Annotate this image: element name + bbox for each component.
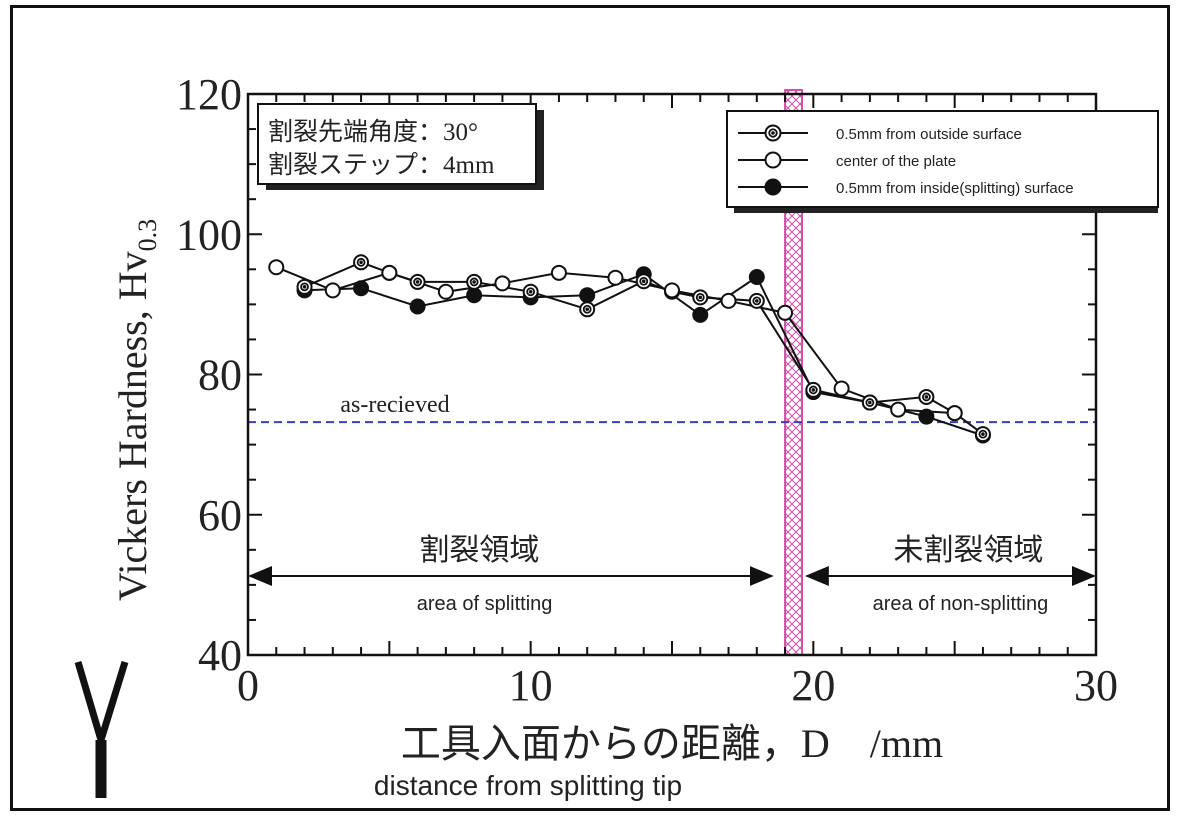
data-point: [748, 292, 765, 309]
condition-box: 割裂先端角度：30° 割裂ステップ：4mm: [257, 103, 544, 190]
data-point: [692, 306, 709, 323]
as-received-label: as-recieved: [340, 392, 449, 418]
data-point: [494, 275, 511, 292]
data-point: [805, 381, 822, 398]
data-point: [353, 280, 370, 297]
svg-text:center of the plate: center of the plate: [836, 153, 956, 170]
data-point: [522, 283, 539, 300]
data-point: [409, 273, 426, 290]
x-tick-label: 20: [791, 661, 835, 710]
data-point: [918, 388, 935, 405]
data-point: [664, 282, 680, 299]
y-tick-label: 60: [198, 491, 242, 540]
splitting-area-label-ja: 割裂領域: [419, 534, 539, 567]
data-point: [466, 273, 483, 290]
tip-v-shape: [74, 660, 129, 753]
data-point: [550, 264, 567, 281]
data-point: [579, 301, 596, 318]
splitting-tip-symbol: [74, 660, 129, 798]
data-point: [692, 289, 709, 306]
data-point: [579, 287, 596, 304]
data-point: [381, 264, 398, 281]
condition-line-2: 割裂ステップ：4mm: [268, 151, 495, 179]
data-point: [720, 292, 737, 309]
legend-entry: 0.5mm from inside(splitting) surface: [738, 178, 1074, 197]
data-point: [890, 401, 907, 418]
svg-text:0.5mm from outside surface: 0.5mm from outside surface: [836, 126, 1022, 143]
data-point: [635, 273, 652, 290]
y-tick-label: 120: [176, 70, 242, 119]
data-point: [296, 278, 313, 295]
x-tick-label: 10: [509, 661, 553, 710]
data-point: [409, 298, 426, 315]
legend: 0.5mm from outside surface center of the …: [726, 110, 1159, 213]
legend-entry: center of the plate: [738, 151, 956, 170]
axis-ticks: 0 10 20 30 40 60 80 100 120: [176, 70, 1118, 710]
data-point: [324, 282, 341, 299]
x-axis-label-en: distance from splitting tip: [374, 770, 682, 801]
y-axis-label: Vickers Hardness, Hv0.3: [110, 219, 162, 601]
data-point: [437, 283, 454, 300]
legend-entry: 0.5mm from outside surface: [738, 124, 1022, 143]
condition-line-1: 割裂先端角度：30°: [268, 118, 478, 146]
data-point: [861, 394, 878, 411]
non-splitting-area-label-ja: 未割裂領域: [893, 534, 1043, 567]
data-point: [748, 269, 765, 286]
data-series: [268, 254, 991, 444]
y-tick-label: 100: [176, 210, 242, 259]
data-point: [353, 254, 370, 271]
data-point: [268, 259, 285, 276]
condition-box-frame: [257, 103, 537, 185]
svg-text:0.5mm from inside(splitting) s: 0.5mm from inside(splitting) surface: [836, 180, 1074, 197]
data-point: [918, 408, 935, 425]
non-splitting-area-label-en: area of non-splitting: [873, 593, 1049, 615]
data-point: [777, 304, 794, 321]
data-point: [974, 426, 991, 443]
x-tick-label: 30: [1074, 661, 1118, 710]
data-point: [833, 380, 850, 397]
x-axis-label: 工具入面からの距離，D /mm: [401, 721, 943, 766]
y-tick-label: 80: [198, 351, 242, 400]
y-tick-label: 40: [198, 631, 242, 680]
data-point: [946, 405, 963, 422]
figure-frame: [10, 5, 1170, 811]
splitting-area-label-en: area of splitting: [417, 593, 553, 615]
data-point: [466, 287, 483, 304]
x-tick-label: 0: [237, 661, 259, 710]
data-point: [607, 269, 624, 286]
